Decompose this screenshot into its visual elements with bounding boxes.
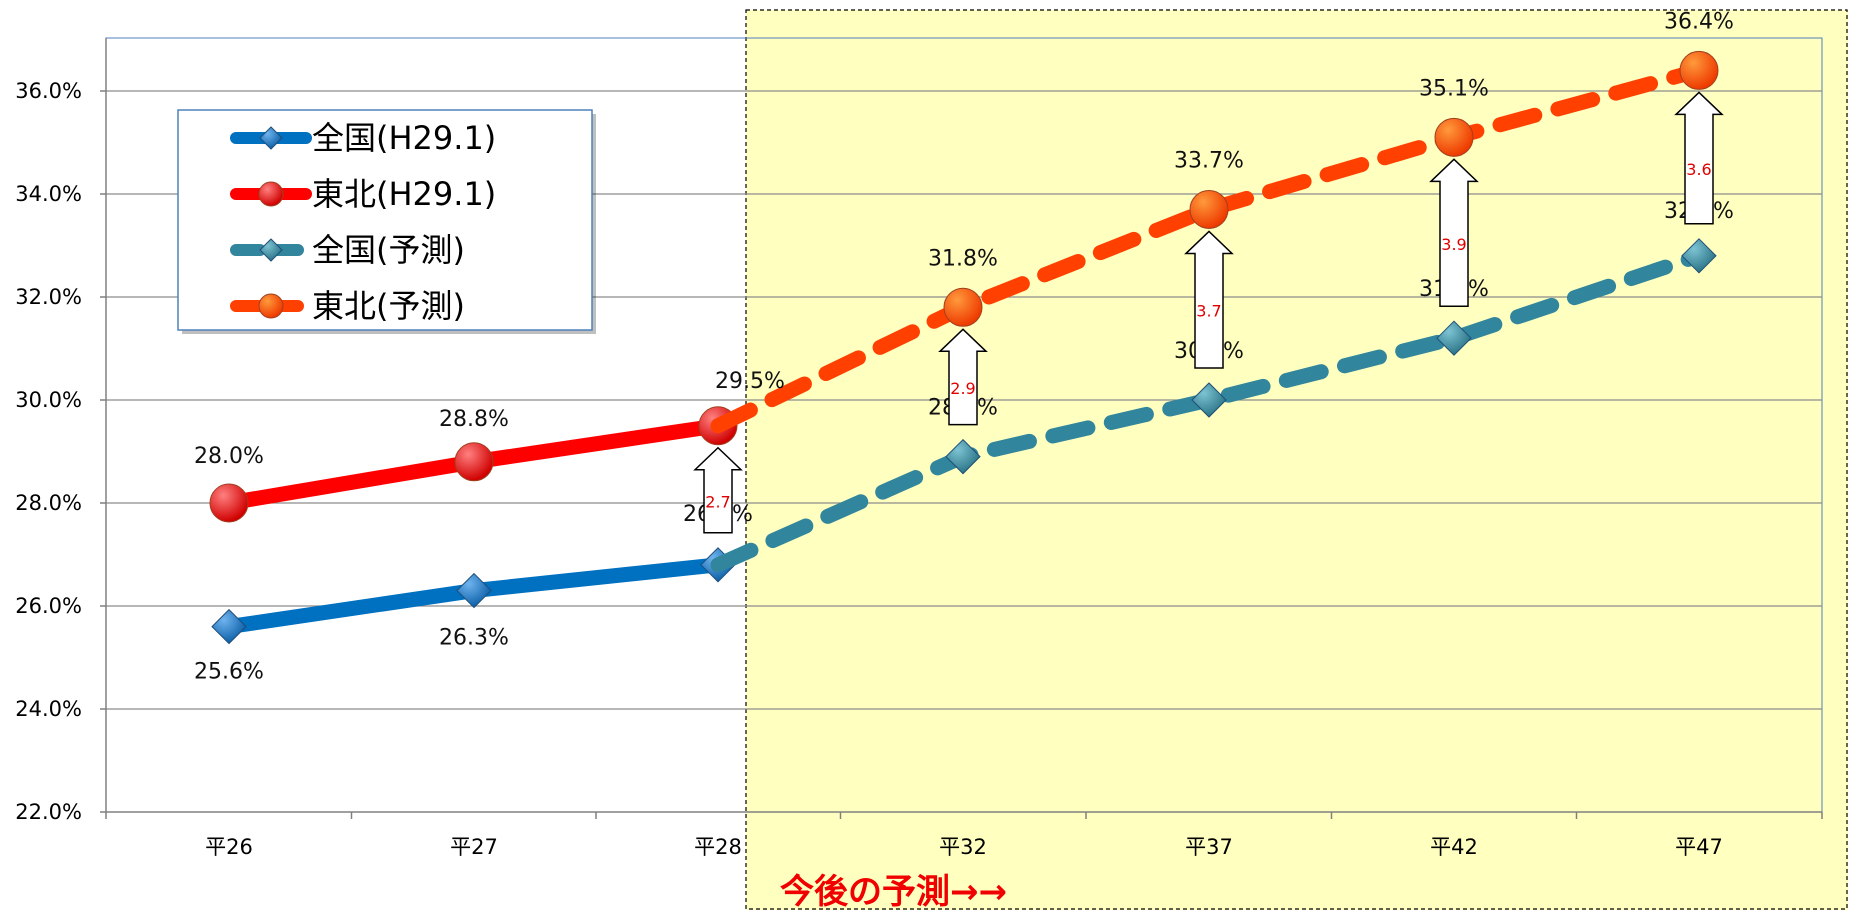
x-tick-label: 平47 [1675,835,1723,859]
series-marker-circle [1434,117,1474,157]
data-label: 31.8% [928,246,998,271]
series-marker-circle [943,287,983,327]
series-marker-diamond [945,438,981,475]
series-marker-circle [454,442,494,482]
series-marker-circle [209,483,249,523]
legend-entry: 全国(予測) [230,231,465,269]
y-tick-label: 26.0% [15,594,82,618]
legend-label: 東北(H29.1) [312,175,496,213]
data-label: 33.7% [1174,148,1244,173]
x-tick-label: 平32 [939,835,987,859]
y-tick-label: 24.0% [15,697,82,721]
y-tick-label: 30.0% [15,388,82,412]
data-label: 28.0% [194,444,264,469]
difference-label: 3.7 [1196,302,1221,321]
y-tick-label: 36.0% [15,79,82,103]
series-marker-diamond [1436,320,1472,356]
x-tick-label: 平26 [205,835,253,859]
data-label: 35.1% [1419,76,1489,101]
series-group [209,50,1719,645]
x-tick-label: 平27 [450,835,498,859]
x-tick-label: 平37 [1185,835,1233,859]
data-label: 25.6% [194,660,264,685]
difference-arrow: 3.9 [1429,158,1479,307]
legend-entry: 東北(予測) [230,287,465,325]
arrow-shape [693,446,743,534]
data-label: 26.3% [439,626,509,651]
x-tick-label: 平42 [1430,835,1478,859]
series-marker-diamond [1191,382,1227,418]
series-0 [211,547,736,645]
difference-arrow: 2.9 [938,328,988,426]
series-marker-diamond [259,238,283,262]
series-1 [209,406,738,523]
series-2 [710,238,1717,573]
series-marker-diamond [1681,238,1717,274]
legend-box [177,109,593,331]
legend-marker-circle [258,181,284,207]
difference-arrow: 3.6 [1674,91,1724,225]
forecast-background [746,10,1848,910]
arrow-shape [1674,91,1724,225]
x-tick-label: 平28 [694,835,742,859]
arrow-shape [1429,158,1479,307]
series-marker-circle [1189,189,1229,229]
legend-label: 東北(予測) [312,287,465,325]
series-3 [710,50,1719,434]
axes: 22.0% 24.0% 26.0% 28.0% 30.0% 32.0% 34.0% 36.0%… [15,38,1823,859]
series-marker-diamond [211,608,247,645]
difference-arrow: 3.7 [1184,230,1234,369]
difference-label: 2.9 [950,379,975,398]
legend-entry: 東北(H29.1) [230,175,496,213]
difference-label: 2.7 [705,492,730,511]
forecast-annotation: 今後の予測→→ [780,872,1007,910]
arrow-shape [938,328,988,426]
legend-entry: 全国(H29.1) [230,119,496,157]
y-tick-label: 34.0% [15,182,82,206]
forecast-border [745,9,1848,910]
data-label: 36.4% [1664,9,1734,34]
series-marker-circle [1679,50,1719,90]
legend-label: 全国(H29.1) [312,119,496,157]
data-label: 29.5% [715,369,785,394]
legend: 全国(H29.1) 東北(H29.1) 全国(予測) 東北(予測) [177,109,596,334]
y-tick-label: 22.0% [15,800,82,824]
legend-marker-circle [258,293,284,319]
difference-label: 3.9 [1441,235,1466,254]
forecast-region [745,9,1848,910]
series-marker-diamond [259,126,283,150]
y-tick-label: 28.0% [15,491,82,515]
difference-arrow: 2.7 [693,446,743,534]
series-marker-diamond [456,572,492,609]
arrow-shape [1184,230,1234,369]
difference-arrows: 2.7 2.9 3.7 3.9 3.6 [693,91,1724,534]
difference-label: 3.6 [1686,160,1711,179]
legend-label: 全国(予測) [312,231,465,269]
data-label: 28.8% [439,407,509,432]
y-tick-label: 32.0% [15,285,82,309]
